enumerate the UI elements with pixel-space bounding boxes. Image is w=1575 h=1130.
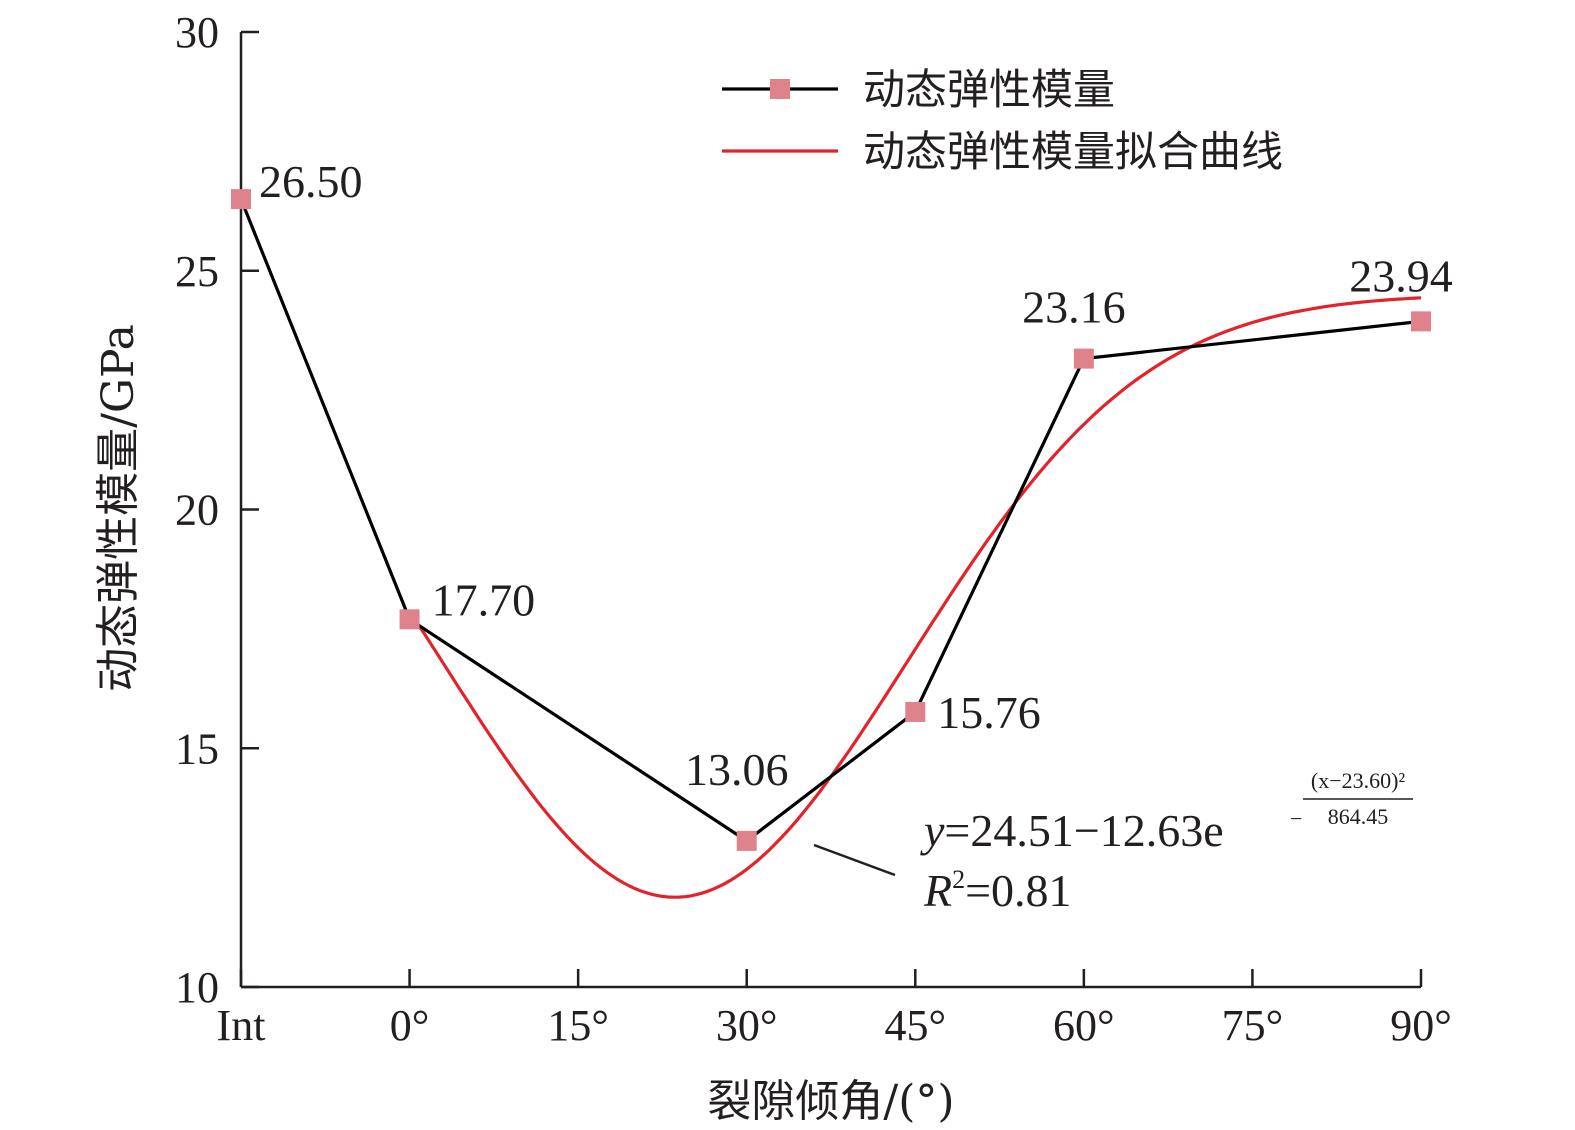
x-tick-label: 90° <box>1390 1001 1452 1050</box>
r2-value: =0.81 <box>965 865 1071 916</box>
data-marker <box>1073 348 1094 369</box>
data-label: 13.06 <box>685 744 789 795</box>
legend-item-fit: 动态弹性模量拟合曲线 <box>722 127 1283 176</box>
y-tick-label: 20 <box>175 486 219 535</box>
svg-text:y=24.51−12.63e: y=24.51−12.63e <box>920 805 1224 856</box>
y-tick-label: 30 <box>175 8 219 57</box>
x-tick-label: 45° <box>884 1001 946 1050</box>
data-label: 17.70 <box>432 574 535 625</box>
measured-line <box>239 198 1422 843</box>
x-tick-label: Int <box>217 1001 266 1050</box>
y-tick-label: 25 <box>175 247 219 296</box>
axes: 10 15 20 25 30 Int 0° 15° 30° 45° 60° 75° 90° <box>175 8 1452 1050</box>
data-marker <box>1411 311 1431 332</box>
x-tick-label: 75° <box>1222 1001 1284 1050</box>
data-label: 26.50 <box>259 156 363 207</box>
x-axis-title: 裂隙倾角/(°) <box>707 1076 954 1127</box>
x-tick-label: 30° <box>716 1001 778 1050</box>
fit-equation: y=24.51−12.63e − (x−23.60)² 864.45 R2=0.… <box>920 768 1413 916</box>
data-markers <box>231 189 1431 851</box>
equation-exp-denominator: 864.45 <box>1328 804 1389 829</box>
y-tick-label: 10 <box>175 963 219 1012</box>
svg-text:R2=0.81: R2=0.81 <box>923 865 1072 916</box>
y-ticks: 10 15 20 25 30 <box>175 8 259 1012</box>
data-marker <box>399 609 420 630</box>
y-axis-title: 动态弹性模量/GPa <box>93 324 144 692</box>
equation-exp-numerator: (x−23.60)² <box>1311 768 1406 793</box>
x-tick-label: 60° <box>1053 1001 1115 1050</box>
data-label: 15.76 <box>937 687 1040 738</box>
fit-curve <box>408 296 1422 899</box>
equation-main: =24.51−12.63e <box>944 805 1223 856</box>
x-ticks: Int 0° 15° 30° 45° 60° 75° 90° <box>217 969 1452 1050</box>
legend-fit-label: 动态弹性模量拟合曲线 <box>863 127 1283 176</box>
y-tick-label: 15 <box>175 724 219 773</box>
equation-leader-line <box>813 843 896 877</box>
data-marker <box>736 830 757 851</box>
x-tick-label: 15° <box>547 1001 609 1050</box>
legend-measured-label: 动态弹性模量 <box>863 65 1115 114</box>
r2-exponent: 2 <box>952 865 965 894</box>
data-labels: 26.50 17.70 13.06 15.76 23.16 23.94 <box>259 156 1453 795</box>
data-marker <box>905 701 926 722</box>
x-tick-label: 0° <box>390 1001 430 1050</box>
legend: 动态弹性模量 动态弹性模量拟合曲线 <box>722 65 1283 176</box>
r2-symbol: R <box>923 865 952 916</box>
legend-item-measured: 动态弹性模量 <box>722 65 1115 114</box>
legend-measured-marker <box>770 79 790 99</box>
equation-exp-sign: − <box>1290 806 1302 831</box>
data-label: 23.16 <box>1022 282 1126 333</box>
data-marker <box>231 189 251 210</box>
equation-y: y <box>920 805 945 856</box>
data-label: 23.94 <box>1349 250 1453 301</box>
